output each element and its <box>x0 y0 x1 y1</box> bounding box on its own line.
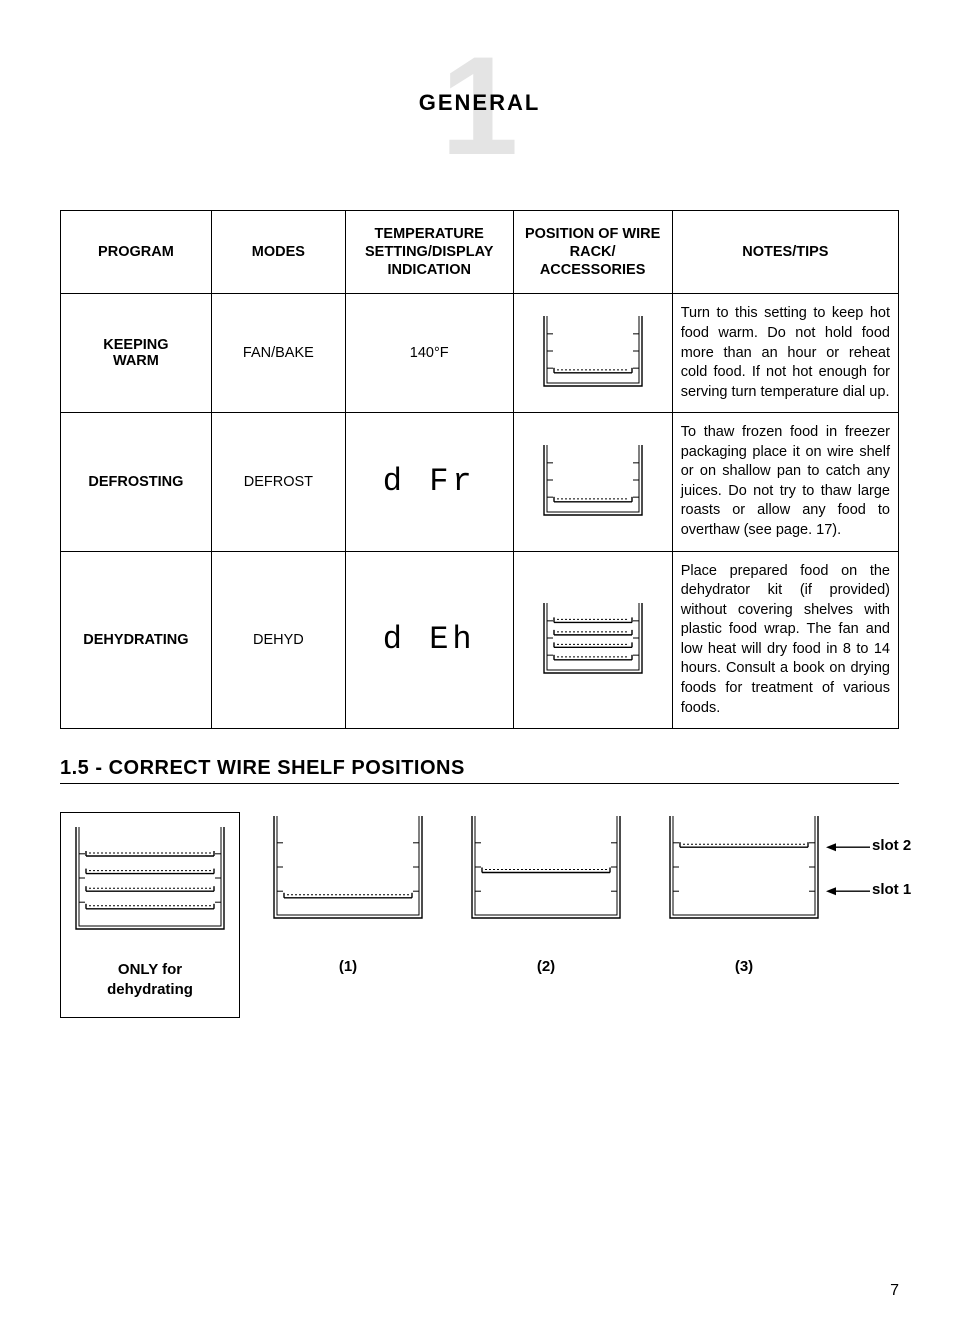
th-modes: MODES <box>211 211 345 294</box>
cell-modes: DEFROST <box>211 413 345 551</box>
cell-notes: Turn to this setting to keep hot food wa… <box>672 294 898 413</box>
cell-position <box>513 413 672 551</box>
cell-temp: 140°F <box>345 294 513 413</box>
shelf-caption: (2) <box>456 957 636 977</box>
cell-temp: d Fr <box>345 413 513 551</box>
cell-temp: d Eh <box>345 551 513 729</box>
page-number: 7 <box>890 1282 899 1300</box>
th-notes: NOTES/TIPS <box>672 211 898 294</box>
chapter-title: GENERAL <box>60 90 899 116</box>
shelf-position: slot 2slot 1(3) <box>654 812 834 977</box>
section-heading: 1.5 - CORRECT WIRE SHELF POSITIONS <box>60 757 899 784</box>
th-position: POSITION OF WIRE RACK/ ACCESSORIES <box>513 211 672 294</box>
slot-1-label: slot 1 <box>872 881 911 898</box>
cell-position <box>513 294 672 413</box>
cell-modes: DEHYD <box>211 551 345 729</box>
program-table: PROGRAM MODES TEMPERATURE SETTING/DISPLA… <box>60 210 899 729</box>
cell-program: DEFROSTING <box>61 413 212 551</box>
table-row: KEEPINGWARMFAN/BAKE140°F Turn to this set… <box>61 294 899 413</box>
shelf-position: (2) <box>456 812 636 977</box>
shelf-caption: (1) <box>258 957 438 977</box>
th-temp: TEMPERATURE SETTING/DISPLAY INDICATION <box>345 211 513 294</box>
shelf-position: (1) <box>258 812 438 977</box>
cell-notes: Place prepared food on the dehydrator ki… <box>672 551 898 729</box>
table-row: DEHYDRATINGDEHYDd Eh Place prepared food … <box>61 551 899 729</box>
chapter-header: 1 GENERAL <box>60 60 899 180</box>
cell-position <box>513 551 672 729</box>
cell-program: DEHYDRATING <box>61 551 212 729</box>
cell-program: KEEPINGWARM <box>61 294 212 413</box>
table-header-row: PROGRAM MODES TEMPERATURE SETTING/DISPLA… <box>61 211 899 294</box>
shelf-caption: (3) <box>654 957 834 977</box>
cell-modes: FAN/BAKE <box>211 294 345 413</box>
th-program: PROGRAM <box>61 211 212 294</box>
shelf-caption: ONLY fordehydrating <box>67 960 233 999</box>
table-row: DEFROSTINGDEFROSTd Fr To thaw frozen food… <box>61 413 899 551</box>
slot-2-label: slot 2 <box>872 837 911 854</box>
cell-notes: To thaw frozen food in freezer packaging… <box>672 413 898 551</box>
shelf-positions-row: ONLY fordehydrating (1) (2) slot 2slot 1(3… <box>60 812 899 1018</box>
shelf-position: ONLY fordehydrating <box>60 812 240 1018</box>
